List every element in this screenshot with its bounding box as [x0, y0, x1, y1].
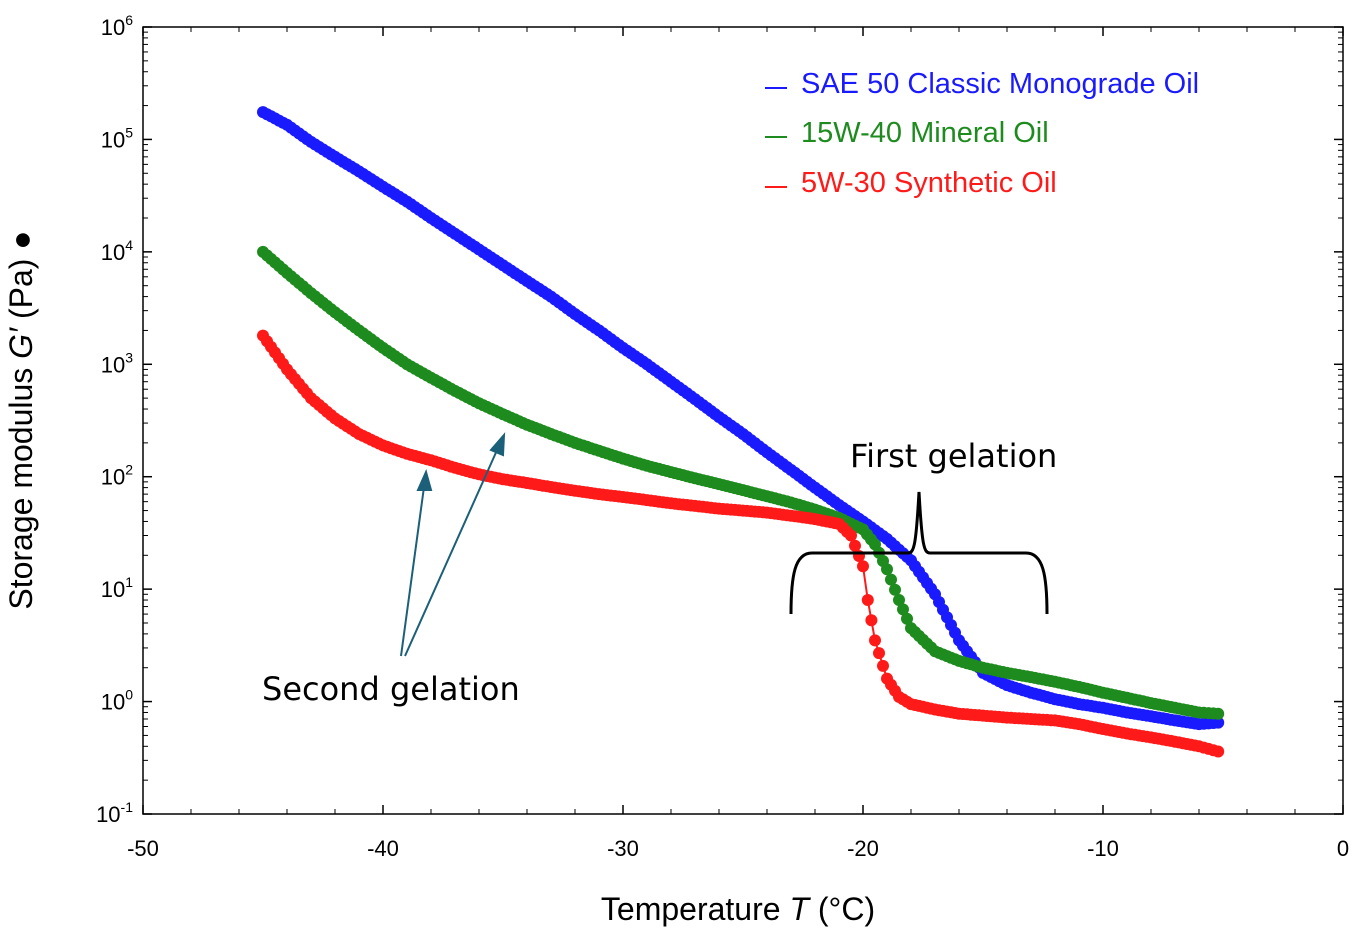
series-layer	[257, 106, 1225, 758]
legend-label-sae50: SAE 50 Classic Monograde Oil	[801, 68, 1199, 100]
series-points-5w30	[257, 329, 1225, 758]
second-gelation-label: Second gelation	[262, 670, 520, 708]
plot-area-frame	[142, 26, 1344, 815]
x-tick-label: -50	[127, 836, 159, 861]
data-point	[881, 563, 893, 576]
data-point	[1212, 716, 1225, 729]
series-points-15w40	[257, 245, 1225, 720]
x-tick-label: -40	[367, 836, 399, 861]
data-point	[897, 603, 909, 616]
data-point	[861, 594, 874, 606]
y-tick-label: 10-1	[96, 799, 133, 827]
series-line-15w40	[262, 251, 1219, 715]
data-point	[901, 612, 913, 625]
x-tick-label: 0	[1337, 836, 1349, 861]
y-tick-label: 104	[101, 237, 133, 265]
y-axis-title: Storage modulus G′ (Pa) ●	[3, 230, 39, 609]
x-tick-label: -10	[1087, 836, 1119, 861]
second-gelation-arrows	[400, 432, 506, 657]
legend-label-5w30: 5W-30 Synthetic Oil	[801, 167, 1057, 199]
y-tick-label: 101	[101, 574, 133, 602]
first-gelation-brace	[789, 491, 1049, 615]
y-tick-label: 103	[101, 349, 133, 377]
data-point	[885, 573, 897, 586]
data-point	[865, 614, 878, 627]
y-tick-label: 106	[101, 12, 133, 40]
data-point	[889, 583, 901, 596]
y-tick-label: 105	[101, 124, 133, 152]
data-point	[869, 634, 881, 647]
data-point	[845, 529, 857, 542]
x-axis-title: Temperature T (°C)	[601, 891, 875, 927]
axis-ticks: -50 -40 -30 -20 -10 0 10-1 100 101 102 103 104 105 10…	[96, 12, 1349, 861]
series-points-sae50	[257, 106, 1225, 731]
data-point	[873, 647, 885, 660]
legend-label-15w40: 15W-40 Mineral Oil	[801, 117, 1049, 149]
data-point	[857, 560, 869, 573]
legend: SAE 50 Classic Monograde Oil 15W-40 Mine…	[765, 68, 1199, 199]
y-tick-label: 102	[101, 462, 133, 490]
x-tick-label: -20	[847, 836, 879, 861]
data-point	[849, 539, 861, 552]
data-point	[1212, 707, 1225, 720]
first-gelation-label: First gelation	[850, 437, 1057, 475]
y-tick-label: 100	[101, 687, 133, 715]
data-point	[1212, 745, 1225, 758]
data-point	[877, 659, 889, 672]
x-tick-label: -30	[607, 836, 639, 861]
data-point	[893, 594, 905, 606]
